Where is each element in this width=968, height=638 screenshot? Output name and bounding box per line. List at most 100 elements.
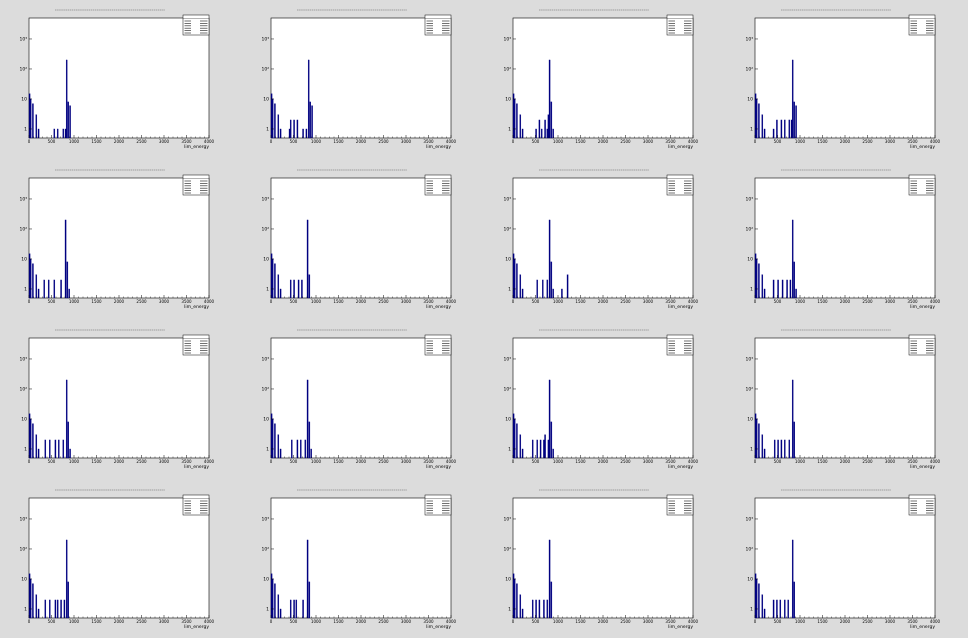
x-tick-label: 2000 [356,459,367,464]
y-tick-label: 10² [19,386,27,392]
bin-4 [35,594,38,619]
bin-2 [29,258,32,299]
bin-1 [28,253,31,299]
x-tick-label: 500 [532,299,540,304]
bin-6 [772,279,775,299]
x-tick-label: 3500 [423,619,434,624]
x-tick-label: 1500 [575,299,586,304]
bin-13 [793,101,795,139]
bin-11 [791,539,794,619]
x-tick-label: 1500 [91,139,102,144]
x-tick-label: 1500 [91,299,102,304]
bin-14 [552,128,554,139]
bin-12 [68,288,70,299]
bin-4 [761,434,764,459]
bin-7 [538,119,541,139]
bin-3 [274,263,276,299]
x-tick-label: 2000 [114,139,125,144]
bin-3 [32,103,34,139]
bin-14 [552,448,554,459]
x-tick-label: 0 [512,619,515,624]
bin-2 [271,258,274,299]
x-tick-label: 1000 [553,619,564,624]
x-axis-label: lim_energy [184,464,209,470]
bin-2 [29,418,32,459]
bin-5 [37,448,40,459]
bin-2 [513,258,516,299]
y-tick-label: 10 [505,416,511,422]
stats-box [424,334,452,356]
y-tick-label: 10³ [745,196,753,202]
x-tick-label: 2000 [114,619,125,624]
y-tick-label: 10 [747,416,753,422]
x-tick-label: 2000 [598,139,609,144]
y-tick-label: 10² [503,226,511,232]
bin-9 [304,439,307,459]
bin-1 [512,573,515,619]
x-axis-label: lim_energy [910,624,935,630]
bin-8 [54,439,57,459]
x-tick-label: 1500 [575,139,586,144]
bin-1 [512,413,515,459]
bin-10 [546,599,549,619]
bin-1 [512,253,515,299]
bin-2 [513,578,516,619]
stats-box [666,334,694,356]
bin-8 [540,128,543,139]
x-tick-label: 2000 [840,139,851,144]
histogram-pad-1: 0 500 1000 1500 2000 2500 3000 3500 4000 1 10 10² 10… [19,9,215,150]
x-tick-label: 3500 [907,459,918,464]
x-tick-label: 1500 [91,459,102,464]
y-tick-label: 1 [266,286,269,292]
y-tick-label: 10 [263,256,269,262]
y-tick-label: 1 [750,606,753,612]
bin-9 [302,599,304,619]
bin-11 [791,219,794,299]
x-tick-label: 1500 [91,619,102,624]
x-tick-label: 2000 [598,459,609,464]
x-tick-label: 4000 [204,619,215,624]
histogram-pad-8: 0 500 1000 1500 2000 2500 3000 3500 4000 1 10 10² 10… [745,169,941,310]
bin-14 [795,105,797,139]
bin-5 [763,448,766,459]
bin-12 [548,59,551,139]
plot-frame [512,497,694,619]
bin-10 [544,434,546,459]
x-tick-label: 2500 [862,139,873,144]
x-axis-label: lim_energy [668,144,693,150]
bin-2 [755,98,758,139]
x-tick-label: 3000 [159,619,170,624]
bin-5 [279,128,282,139]
x-tick-label: 2500 [862,619,873,624]
x-tick-label: 3000 [401,619,412,624]
bin-7 [536,439,538,459]
bin-4 [761,114,764,139]
bin-5 [521,448,524,459]
x-tick-label: 0 [754,459,757,464]
bin-1 [28,413,31,459]
x-tick-label: 1500 [817,299,828,304]
histogram-pad-11: 0 500 1000 1500 2000 2500 3000 3500 4000 1 10 10² 10… [503,329,699,470]
stats-box [424,14,452,36]
bin-9 [544,119,546,139]
y-tick-label: 10³ [745,356,753,362]
x-tick-label: 500 [290,619,298,624]
bin-12 [65,539,68,619]
x-tick-label: 3000 [643,139,654,144]
bin-2 [755,418,758,459]
bin-5 [37,128,40,139]
bin-4 [761,274,764,299]
bin-7 [289,119,292,139]
y-tick-label: 10 [21,96,27,102]
x-tick-label: 1000 [795,459,806,464]
bin-10 [788,439,791,459]
stats-box [182,14,210,36]
x-tick-label: 0 [270,459,273,464]
bin-12 [793,421,795,459]
x-tick-label: 1500 [333,459,344,464]
x-tick-label: 3000 [885,139,896,144]
x-tick-label: 500 [48,139,56,144]
stats-box [424,174,452,196]
bin-8 [538,599,541,619]
plot-frame [28,337,210,459]
